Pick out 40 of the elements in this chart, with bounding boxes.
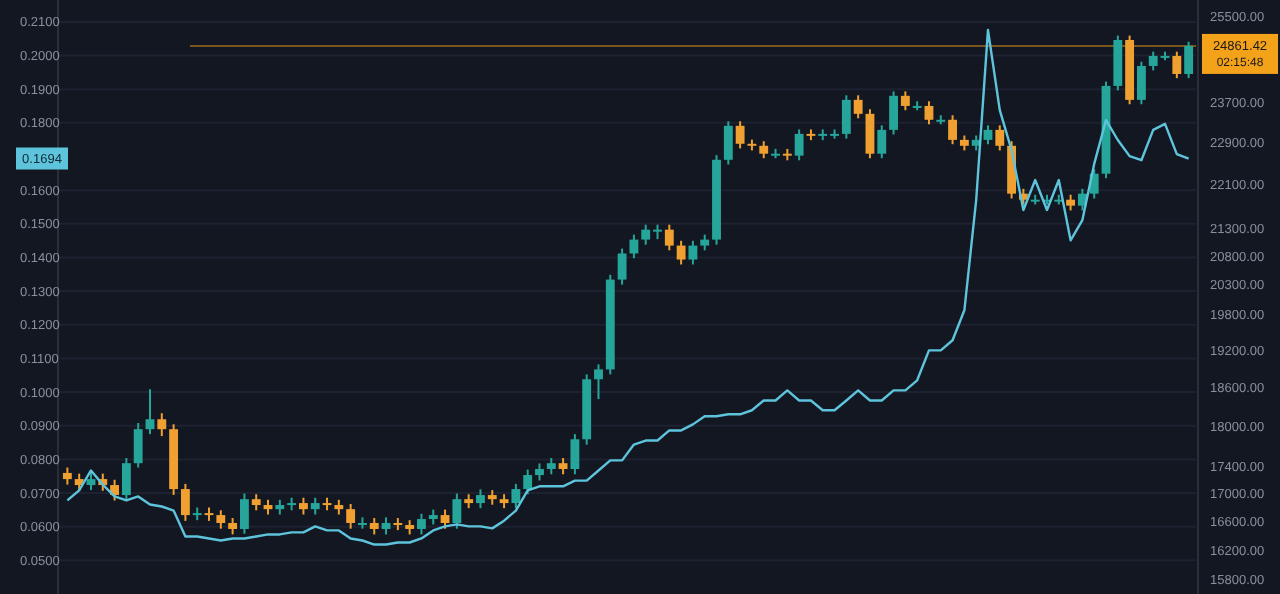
candlestick <box>239 492 249 535</box>
candlestick <box>723 120 733 166</box>
candlestick <box>676 239 686 266</box>
candlestick <box>794 128 804 162</box>
candlestick <box>924 100 934 126</box>
candlestick <box>523 468 533 496</box>
candlestick <box>133 421 143 469</box>
candlestick <box>145 388 155 436</box>
candlestick <box>617 247 627 286</box>
candlestick <box>511 482 521 510</box>
candlestick <box>865 108 875 160</box>
candlestick <box>948 114 957 146</box>
candlestick <box>476 488 485 510</box>
candlestick <box>121 457 131 502</box>
candlestick <box>157 412 167 438</box>
candlestick <box>853 94 863 120</box>
candlestick <box>664 223 674 252</box>
candlestick <box>1184 40 1194 80</box>
line-series <box>66 28 1190 546</box>
candlestick <box>1113 34 1123 92</box>
candlestick <box>440 508 450 530</box>
candlestick <box>1136 60 1146 106</box>
candlestick <box>570 433 580 476</box>
candlestick <box>452 492 462 530</box>
candlestick <box>841 94 851 140</box>
candlestick <box>877 124 887 160</box>
candlestick <box>735 120 745 150</box>
candlestick <box>417 512 426 536</box>
candlestick <box>180 482 190 522</box>
candlestick <box>216 509 226 530</box>
candlestick <box>900 90 910 112</box>
candlestick <box>983 124 993 146</box>
candlestick <box>1172 50 1182 80</box>
candlestick <box>688 239 698 266</box>
candlestick <box>995 124 1005 152</box>
candlestick <box>110 478 120 502</box>
candlestick <box>346 502 356 530</box>
candlestick <box>594 363 603 401</box>
candlestick <box>889 90 898 136</box>
candlestick <box>629 233 639 260</box>
